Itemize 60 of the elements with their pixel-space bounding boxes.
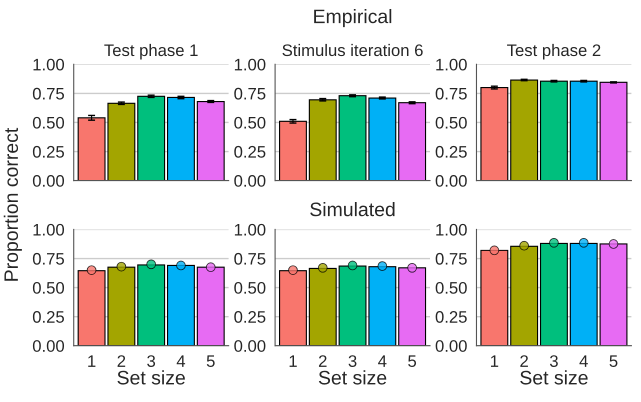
- x-axis-title: Set size: [117, 370, 185, 385]
- y-tick-label: 1.00: [436, 224, 467, 236]
- x-tick-label: 4: [378, 355, 386, 367]
- y-tick-label: 1.00: [234, 58, 266, 71]
- x-tick-label: 4: [579, 355, 588, 367]
- bar: [78, 117, 106, 181]
- y-tick-label: 0.25: [234, 311, 266, 323]
- x-tick-label: 1: [290, 355, 297, 367]
- y-tick-label: 0.75: [32, 252, 64, 265]
- y-tick-label: 0.25: [32, 146, 64, 158]
- y-tick-label: 0.25: [234, 146, 266, 158]
- y-tick-label: 1.00: [234, 224, 266, 236]
- x-tick-label: 3: [348, 355, 356, 367]
- y-tick-label: 0.50: [234, 282, 266, 294]
- x-tick-label: 1: [490, 355, 498, 367]
- text: Empirical: [314, 8, 392, 28]
- y-tick-label: 0.25: [32, 311, 64, 323]
- y-tick-label: 0.00: [32, 175, 64, 187]
- chart-title: Test phase 1: [104, 44, 198, 60]
- y-tick-label: 1.00: [34, 224, 64, 236]
- x-axis-title: Set size: [520, 370, 588, 385]
- y-tick-label: 0.50: [32, 282, 64, 294]
- y-tick-label: 0.00: [32, 340, 64, 352]
- x-tick-label: 2: [520, 355, 528, 367]
- x-axis-title: Set size: [318, 370, 386, 385]
- x-tick-label: 2: [118, 355, 126, 367]
- y-tick-label: 0.75: [234, 88, 266, 100]
- y-tick-label: 0.75: [32, 88, 64, 100]
- y-tick-label: 0.25: [436, 146, 467, 158]
- x-tick-label: 5: [610, 355, 618, 367]
- y-tick-label: 1.00: [436, 58, 467, 71]
- bar: [338, 95, 367, 181]
- bar: [308, 99, 337, 181]
- y-tick-label: 0.50: [32, 116, 64, 129]
- y-tick-label: 0.25: [436, 311, 467, 323]
- y-tick-label: 0.75: [234, 252, 266, 265]
- y-tick-label: 0.50: [436, 282, 467, 294]
- y-tick-label: 1.00: [34, 58, 64, 71]
- x-tick-label: 4: [176, 355, 186, 367]
- x-tick-label: 2: [318, 355, 327, 367]
- text: Simulated: [310, 202, 395, 216]
- y-tick-label: 0.00: [436, 175, 467, 187]
- y-axis-title: Proportion correct: [4, 128, 22, 281]
- x-tick-label: 3: [550, 355, 558, 367]
- chart-title: Stimulus iteration 6: [282, 44, 423, 56]
- x-tick-label: 3: [147, 355, 156, 367]
- y-tick-label: 0.00: [234, 340, 266, 352]
- y-tick-label: 0.75: [436, 252, 467, 265]
- y-tick-label: 0.00: [436, 340, 467, 352]
- x-tick-label: 5: [206, 355, 215, 367]
- y-tick-label: 0.00: [234, 175, 266, 187]
- y-tick-label: 0.50: [234, 116, 266, 129]
- chart-title: Test phase 2: [507, 44, 600, 60]
- bar: [167, 96, 195, 181]
- x-tick-label: 1: [88, 355, 96, 367]
- bar: [196, 100, 225, 181]
- y-tick-label: 0.75: [436, 88, 467, 100]
- y-tick-label: 0.50: [436, 116, 467, 129]
- x-tick-label: 5: [408, 355, 416, 367]
- bar: [279, 120, 307, 181]
